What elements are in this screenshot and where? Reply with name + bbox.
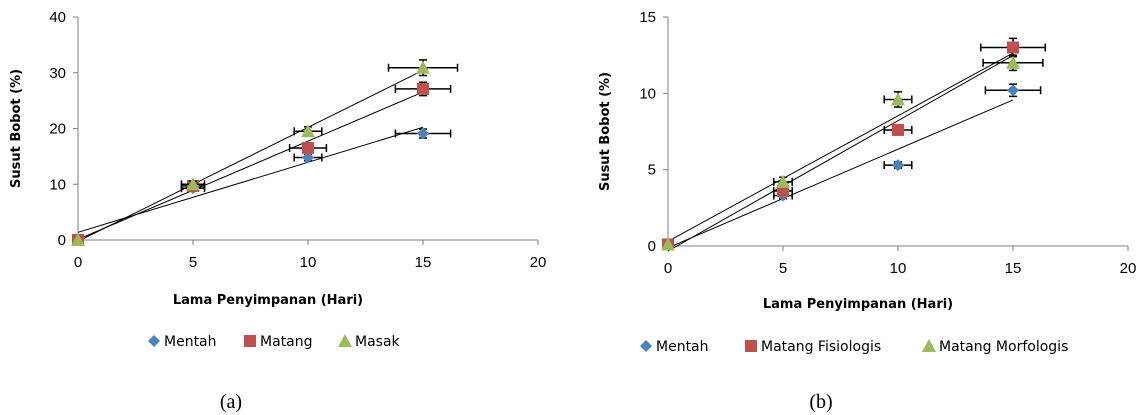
- data-point: [1007, 41, 1019, 54]
- data-point: [417, 82, 429, 95]
- data-point: [1007, 84, 1019, 97]
- legend-marker: [922, 339, 936, 352]
- y-tick-label: 40: [49, 9, 66, 26]
- y-tick-label: 0: [648, 238, 656, 255]
- series-matang: [72, 81, 452, 246]
- y-axis-title: Susut Bobot (%): [598, 72, 613, 191]
- trendline-mentah: [667, 99, 1014, 249]
- x-tick-label: 0: [74, 254, 82, 271]
- x-tick-label: 5: [779, 260, 787, 277]
- y-axis-title: Susut Bobot (%): [9, 69, 24, 188]
- data-point: [661, 237, 675, 251]
- y-tick-label: 30: [49, 65, 66, 82]
- legend-marker: [244, 335, 256, 347]
- trendline-mentah: [77, 126, 424, 233]
- figure-caption: (a): [220, 391, 242, 413]
- data-point: [776, 174, 790, 188]
- x-axis-title: Lama Penyimpanan (Hari): [173, 293, 363, 308]
- x-tick-label: 10: [890, 260, 907, 277]
- trendline-matang-fisiologis: [667, 55, 1014, 252]
- data-point: [892, 123, 904, 136]
- series-mentah: [72, 127, 452, 246]
- legend-marker: [745, 340, 757, 352]
- y-tick-label: 0: [58, 232, 66, 249]
- data-point: [302, 142, 314, 155]
- legend-label: Matang Fisiologis: [761, 339, 881, 355]
- x-tick-label: 10: [300, 254, 317, 271]
- data-point: [302, 151, 314, 164]
- y-tick-label: 20: [49, 121, 66, 138]
- data-point: [417, 127, 429, 140]
- x-tick-label: 15: [1005, 260, 1022, 277]
- legend-label: Mentah: [656, 339, 709, 355]
- chart-panel-1: 0 10 20 30 40 0 5 10 15 20 Susut Bobot (%) Lama Pen…: [9, 9, 546, 413]
- trendline-matang: [77, 91, 424, 240]
- series-matang-morfologis: [661, 54, 1044, 251]
- data-point: [892, 159, 904, 172]
- legend-marker: [148, 335, 160, 347]
- x-tick-label: 5: [189, 254, 197, 271]
- y-tick-label: 10: [639, 85, 656, 102]
- data-point: [416, 60, 430, 74]
- y-tick-label: 15: [639, 9, 656, 26]
- x-tick-label: 15: [415, 254, 432, 271]
- legend-marker: [338, 334, 352, 347]
- legend-label: Masak: [355, 334, 401, 350]
- legend-label: Mentah: [164, 334, 217, 350]
- data-point: [71, 233, 85, 246]
- y-tick-label: 10: [49, 176, 66, 193]
- chart-panel-2: 0 5 10 15 0 5 10 15 20 Susut Bobot (%) Lama Penyim…: [598, 9, 1136, 413]
- legend-label: Matang Morfologis: [939, 339, 1068, 355]
- series-masak: [71, 59, 459, 246]
- x-axis-title: Lama Penyimpanan (Hari): [763, 297, 953, 312]
- data-point: [301, 124, 315, 138]
- y-tick-label: 5: [648, 162, 656, 179]
- data-point: [777, 185, 789, 198]
- legend-marker: [640, 340, 652, 352]
- x-tick-label: 20: [530, 254, 547, 271]
- legend: Mentah Matang Fisiologis Matang Morfologis: [640, 339, 1068, 355]
- figure-caption: (b): [809, 391, 832, 413]
- data-point: [1006, 55, 1020, 69]
- trendline-matang-morfologis: [667, 52, 1014, 242]
- x-tick-label: 20: [1120, 260, 1137, 277]
- trendline-masak: [77, 69, 424, 242]
- data-point: [891, 92, 905, 106]
- legend-label: Matang: [260, 334, 313, 350]
- data-point: [186, 177, 200, 191]
- legend: Mentah Matang Masak: [148, 334, 401, 350]
- x-tick-label: 0: [664, 260, 672, 277]
